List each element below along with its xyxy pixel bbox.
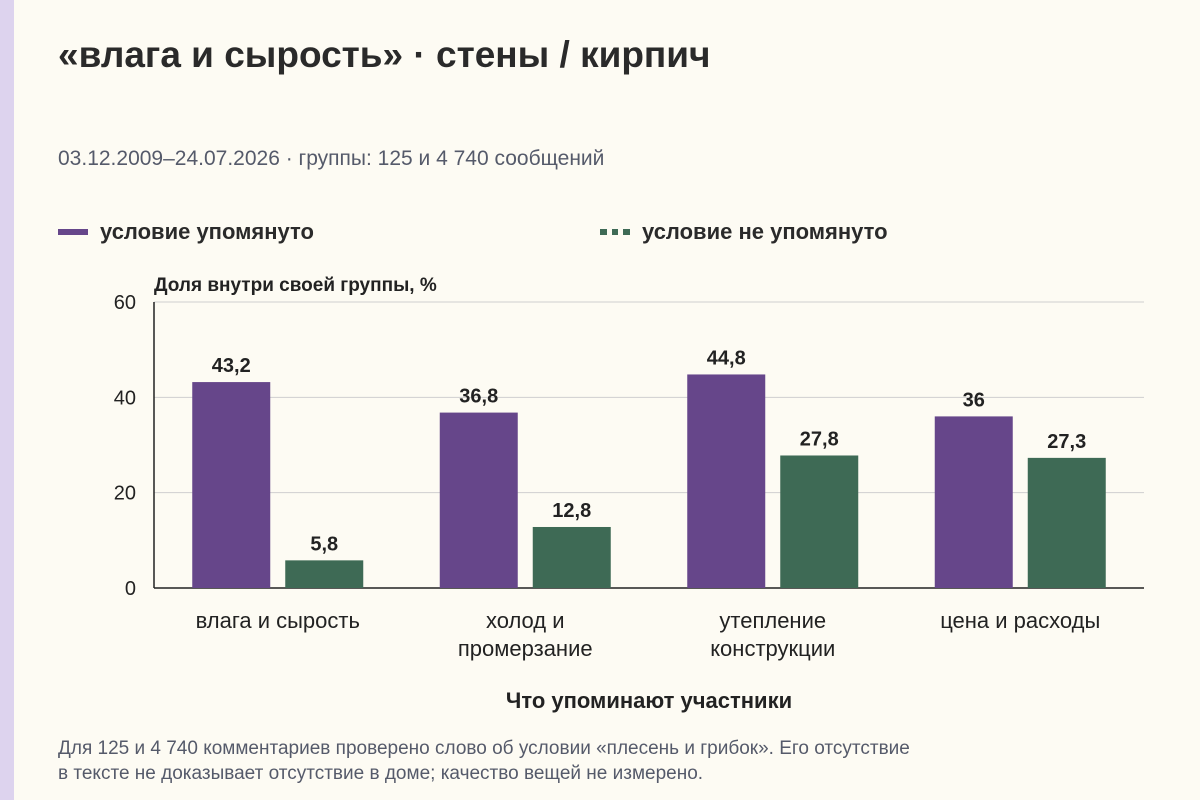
bar <box>285 560 364 588</box>
bar <box>934 416 1013 588</box>
x-tick-label: холод и <box>486 608 565 633</box>
bar <box>780 455 859 588</box>
legend-item-mentioned: условие упомянуто <box>58 219 314 245</box>
data-label: 44,8 <box>707 347 746 369</box>
footnote-line-1: Для 125 и 4 740 комментариев проверено с… <box>58 738 910 759</box>
y-tick-label: 0 <box>125 578 136 600</box>
bar <box>439 412 518 588</box>
legend: условие упомянуто условие не упомянуто <box>0 219 1200 249</box>
bar <box>687 374 766 588</box>
bar <box>532 526 611 588</box>
footnote-line-2: в тексте не доказывает отсутствие в доме… <box>58 763 704 784</box>
data-label: 27,8 <box>800 428 839 450</box>
x-tick-label: конструкции <box>710 636 835 661</box>
y-tick-label: 40 <box>114 387 136 409</box>
legend-item-not-mentioned: условие не упомянуто <box>600 219 888 245</box>
data-label: 12,8 <box>552 500 591 522</box>
left-accent-stripe <box>0 0 14 800</box>
x-tick-label: утепление <box>719 608 826 633</box>
bar <box>1027 457 1106 588</box>
x-tick-label: промерзание <box>458 636 593 661</box>
y-tick-label: 60 <box>114 292 136 314</box>
x-tick-label: цена и расходы <box>940 608 1100 633</box>
bar <box>192 382 271 588</box>
chart-subtitle: 03.12.2009–24.07.2026 · группы: 125 и 4 … <box>58 147 605 170</box>
data-label: 43,2 <box>212 355 251 377</box>
data-label: 36,8 <box>459 386 498 408</box>
y-axis-title: Доля внутри своей группы, % <box>154 275 437 296</box>
legend-swatch-mentioned <box>58 229 88 235</box>
chart-title: «влага и сырость» · стены / кирпич <box>58 34 711 75</box>
y-tick-label: 20 <box>114 483 136 505</box>
data-label: 27,3 <box>1047 431 1086 453</box>
data-label: 5,8 <box>310 533 338 555</box>
data-label: 36 <box>963 389 985 411</box>
legend-swatch-not-mentioned <box>600 229 631 235</box>
legend-label-not-mentioned: условие не упомянуто <box>642 219 888 244</box>
x-tick-label: влага и сырость <box>196 608 360 633</box>
footnote: Для 125 и 4 740 комментариев проверено с… <box>58 736 1158 786</box>
legend-label-mentioned: условие упомянуто <box>100 219 314 244</box>
x-axis-title: Что упоминают участники <box>506 688 792 713</box>
